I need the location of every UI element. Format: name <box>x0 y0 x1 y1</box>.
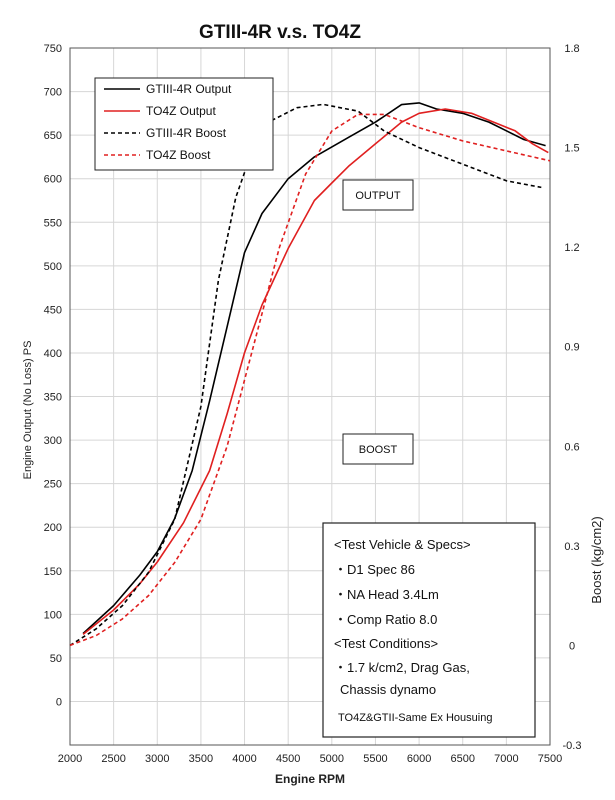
x-tick-label: 6000 <box>407 753 431 765</box>
y-tick-label: 50 <box>50 653 62 665</box>
spec-box-frame <box>322 522 536 738</box>
spec-line-boost-gas: ・1.7 k/cm2, Drag Gas, <box>334 660 470 675</box>
spec-footer: TO4Z&GTII-Same Ex Housuing <box>338 712 492 724</box>
y-tick-label: 250 <box>44 479 62 491</box>
y2-axis-ticks: -0.3 0 0.3 0.6 0.9 1.2 1.5 1.8 <box>563 43 582 752</box>
y-tick-label: 100 <box>44 609 62 621</box>
boost-annotation: BOOST <box>359 444 398 456</box>
output-annotation: OUTPUT <box>355 190 401 202</box>
x-tick-label: 7000 <box>494 753 518 765</box>
spec-line-na-head: ・NA Head 3.4Lm <box>334 587 439 602</box>
legend-box <box>94 77 274 171</box>
y2-tick-label: 1.8 <box>564 43 579 55</box>
series-line-to4z-boost <box>69 113 551 647</box>
series-line-gtiii-4r-boost <box>69 103 542 647</box>
x-tick-label: 4000 <box>232 753 256 765</box>
y2-tick-label: 0.9 <box>564 342 579 354</box>
series-line-to4z-output <box>82 108 549 636</box>
x-tick-label: 2500 <box>101 753 125 765</box>
y2-tick-label: 0.6 <box>564 441 579 453</box>
output-annotation-box <box>342 179 414 211</box>
y2-axis-label: Boost (kg/cm2) <box>589 516 604 603</box>
legend-label-to4z-boost: TO4Z Boost <box>146 148 211 162</box>
y-axis-label: Engine Output (No Loss) PS <box>22 341 34 480</box>
y-axis-ticks: 0 50 100 150 200 250 300 350 400 450 500 550 600 650 7… <box>44 43 62 708</box>
series-lines <box>69 102 551 647</box>
x-tick-label: 5000 <box>320 753 344 765</box>
y2-tick-label: -0.3 <box>563 740 582 752</box>
y-tick-label: 700 <box>44 87 62 99</box>
x-tick-label: 4500 <box>276 753 300 765</box>
x-tick-label: 7500 <box>538 753 562 765</box>
y-tick-label: 450 <box>44 304 62 316</box>
legend-label-to4z-output: TO4Z Output <box>146 104 216 118</box>
legend: GTIII-4R Output TO4Z Output GTIII-4R Boo… <box>94 77 274 171</box>
y-tick-label: 550 <box>44 217 62 229</box>
y-tick-label: 0 <box>56 696 62 708</box>
legend-label-gtiii-boost: GTIII-4R Boost <box>146 126 227 140</box>
y-tick-label: 650 <box>44 130 62 142</box>
spec-line-chassis-dynamo: Chassis dynamo <box>340 682 436 697</box>
series-line-gtiii-4r-output <box>82 102 546 635</box>
y2-tick-label: 1.5 <box>564 143 579 155</box>
spec-line-comp-ratio: ・Comp Ratio 8.0 <box>334 612 437 627</box>
spec-box: <Test Vehicle & Specs> ・D1 Spec 86 ・NA H… <box>322 522 536 738</box>
x-axis-ticks: 2000 2500 3000 3500 4000 4500 5000 5500 6000 6500… <box>58 753 562 765</box>
spec-line-test-vehicle: <Test Vehicle & Specs> <box>334 537 471 552</box>
spec-line-d1-spec: ・D1 Spec 86 <box>334 562 415 577</box>
chart-title: GTIII-4R v.s. TO4Z <box>199 22 361 43</box>
x-tick-label: 2000 <box>58 753 82 765</box>
y-tick-label: 750 <box>44 43 62 55</box>
y-tick-label: 150 <box>44 566 62 578</box>
x-tick-label: 3000 <box>145 753 169 765</box>
spec-line-test-conditions: <Test Conditions> <box>334 636 438 651</box>
y-tick-label: 350 <box>44 392 62 404</box>
y-tick-label: 500 <box>44 261 62 273</box>
y2-tick-label: 1.2 <box>564 242 579 254</box>
y-tick-label: 200 <box>44 522 62 534</box>
legend-label-gtiii-output: GTIII-4R Output <box>146 82 232 96</box>
y2-tick-label: 0 <box>569 640 575 652</box>
x-axis-label: Engine RPM <box>275 772 345 786</box>
x-tick-label: 5500 <box>363 753 387 765</box>
x-tick-label: 6500 <box>450 753 474 765</box>
plot-frame <box>69 47 551 746</box>
y2-tick-label: 0.3 <box>564 541 579 553</box>
boost-annotation-box <box>342 433 414 465</box>
x-tick-label: 3500 <box>189 753 213 765</box>
y-tick-label: 400 <box>44 348 62 360</box>
y-tick-label: 600 <box>44 174 62 186</box>
y-tick-label: 300 <box>44 435 62 447</box>
